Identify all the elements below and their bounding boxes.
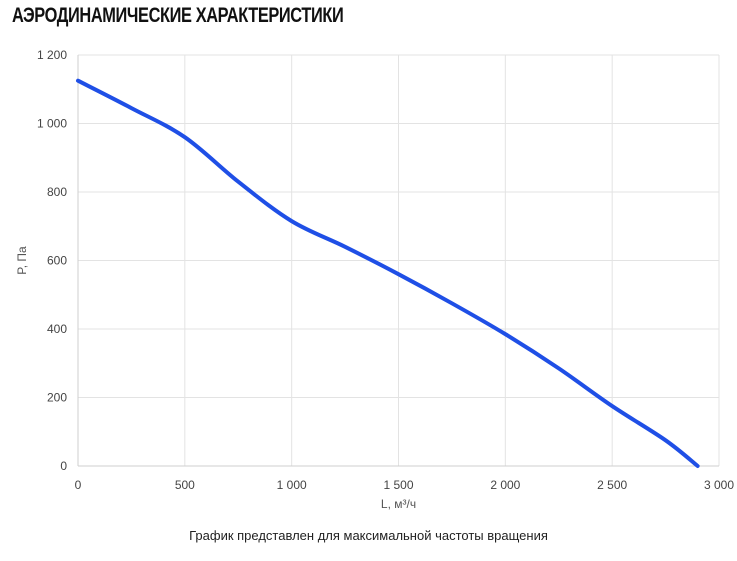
y-tick-label: 0 bbox=[60, 459, 67, 473]
x-tick-label: 1 000 bbox=[277, 478, 307, 492]
chart-caption: График представлен для максимальной част… bbox=[189, 528, 548, 543]
y-tick-labels: 0 200 400 600 800 1 000 1 200 bbox=[37, 48, 67, 473]
y-tick-label: 600 bbox=[47, 254, 67, 268]
x-tick-label: 1 500 bbox=[383, 478, 413, 492]
x-tick-label: 2 000 bbox=[490, 478, 520, 492]
y-tick-label: 400 bbox=[47, 322, 67, 336]
x-tick-label: 2 500 bbox=[597, 478, 627, 492]
series-line bbox=[76, 78, 700, 468]
grid bbox=[78, 54, 720, 466]
x-tick-labels: 0 500 1 000 1 500 2 000 2 500 3 000 bbox=[75, 478, 735, 492]
chart-title: АЭРОДИНАМИЧЕСКИЕ ХАРАКТЕРИСТИКИ bbox=[12, 4, 344, 27]
y-tick-label: 200 bbox=[47, 391, 67, 405]
x-tick-label: 0 bbox=[75, 478, 82, 492]
x-axis-label: L, м³/ч bbox=[381, 497, 416, 511]
series-group bbox=[76, 78, 700, 468]
y-tick-label: 800 bbox=[47, 185, 67, 199]
chart: 0 500 1 000 1 500 2 000 2 500 3 000 0 200 400 600… bbox=[15, 48, 735, 511]
y-axis-label: P, Па bbox=[15, 246, 29, 275]
x-tick-label: 3 000 bbox=[704, 478, 734, 492]
x-tick-label: 500 bbox=[175, 478, 195, 492]
y-tick-label: 1 200 bbox=[37, 48, 67, 62]
axes bbox=[77, 55, 719, 467]
y-tick-label: 1 000 bbox=[37, 117, 67, 131]
